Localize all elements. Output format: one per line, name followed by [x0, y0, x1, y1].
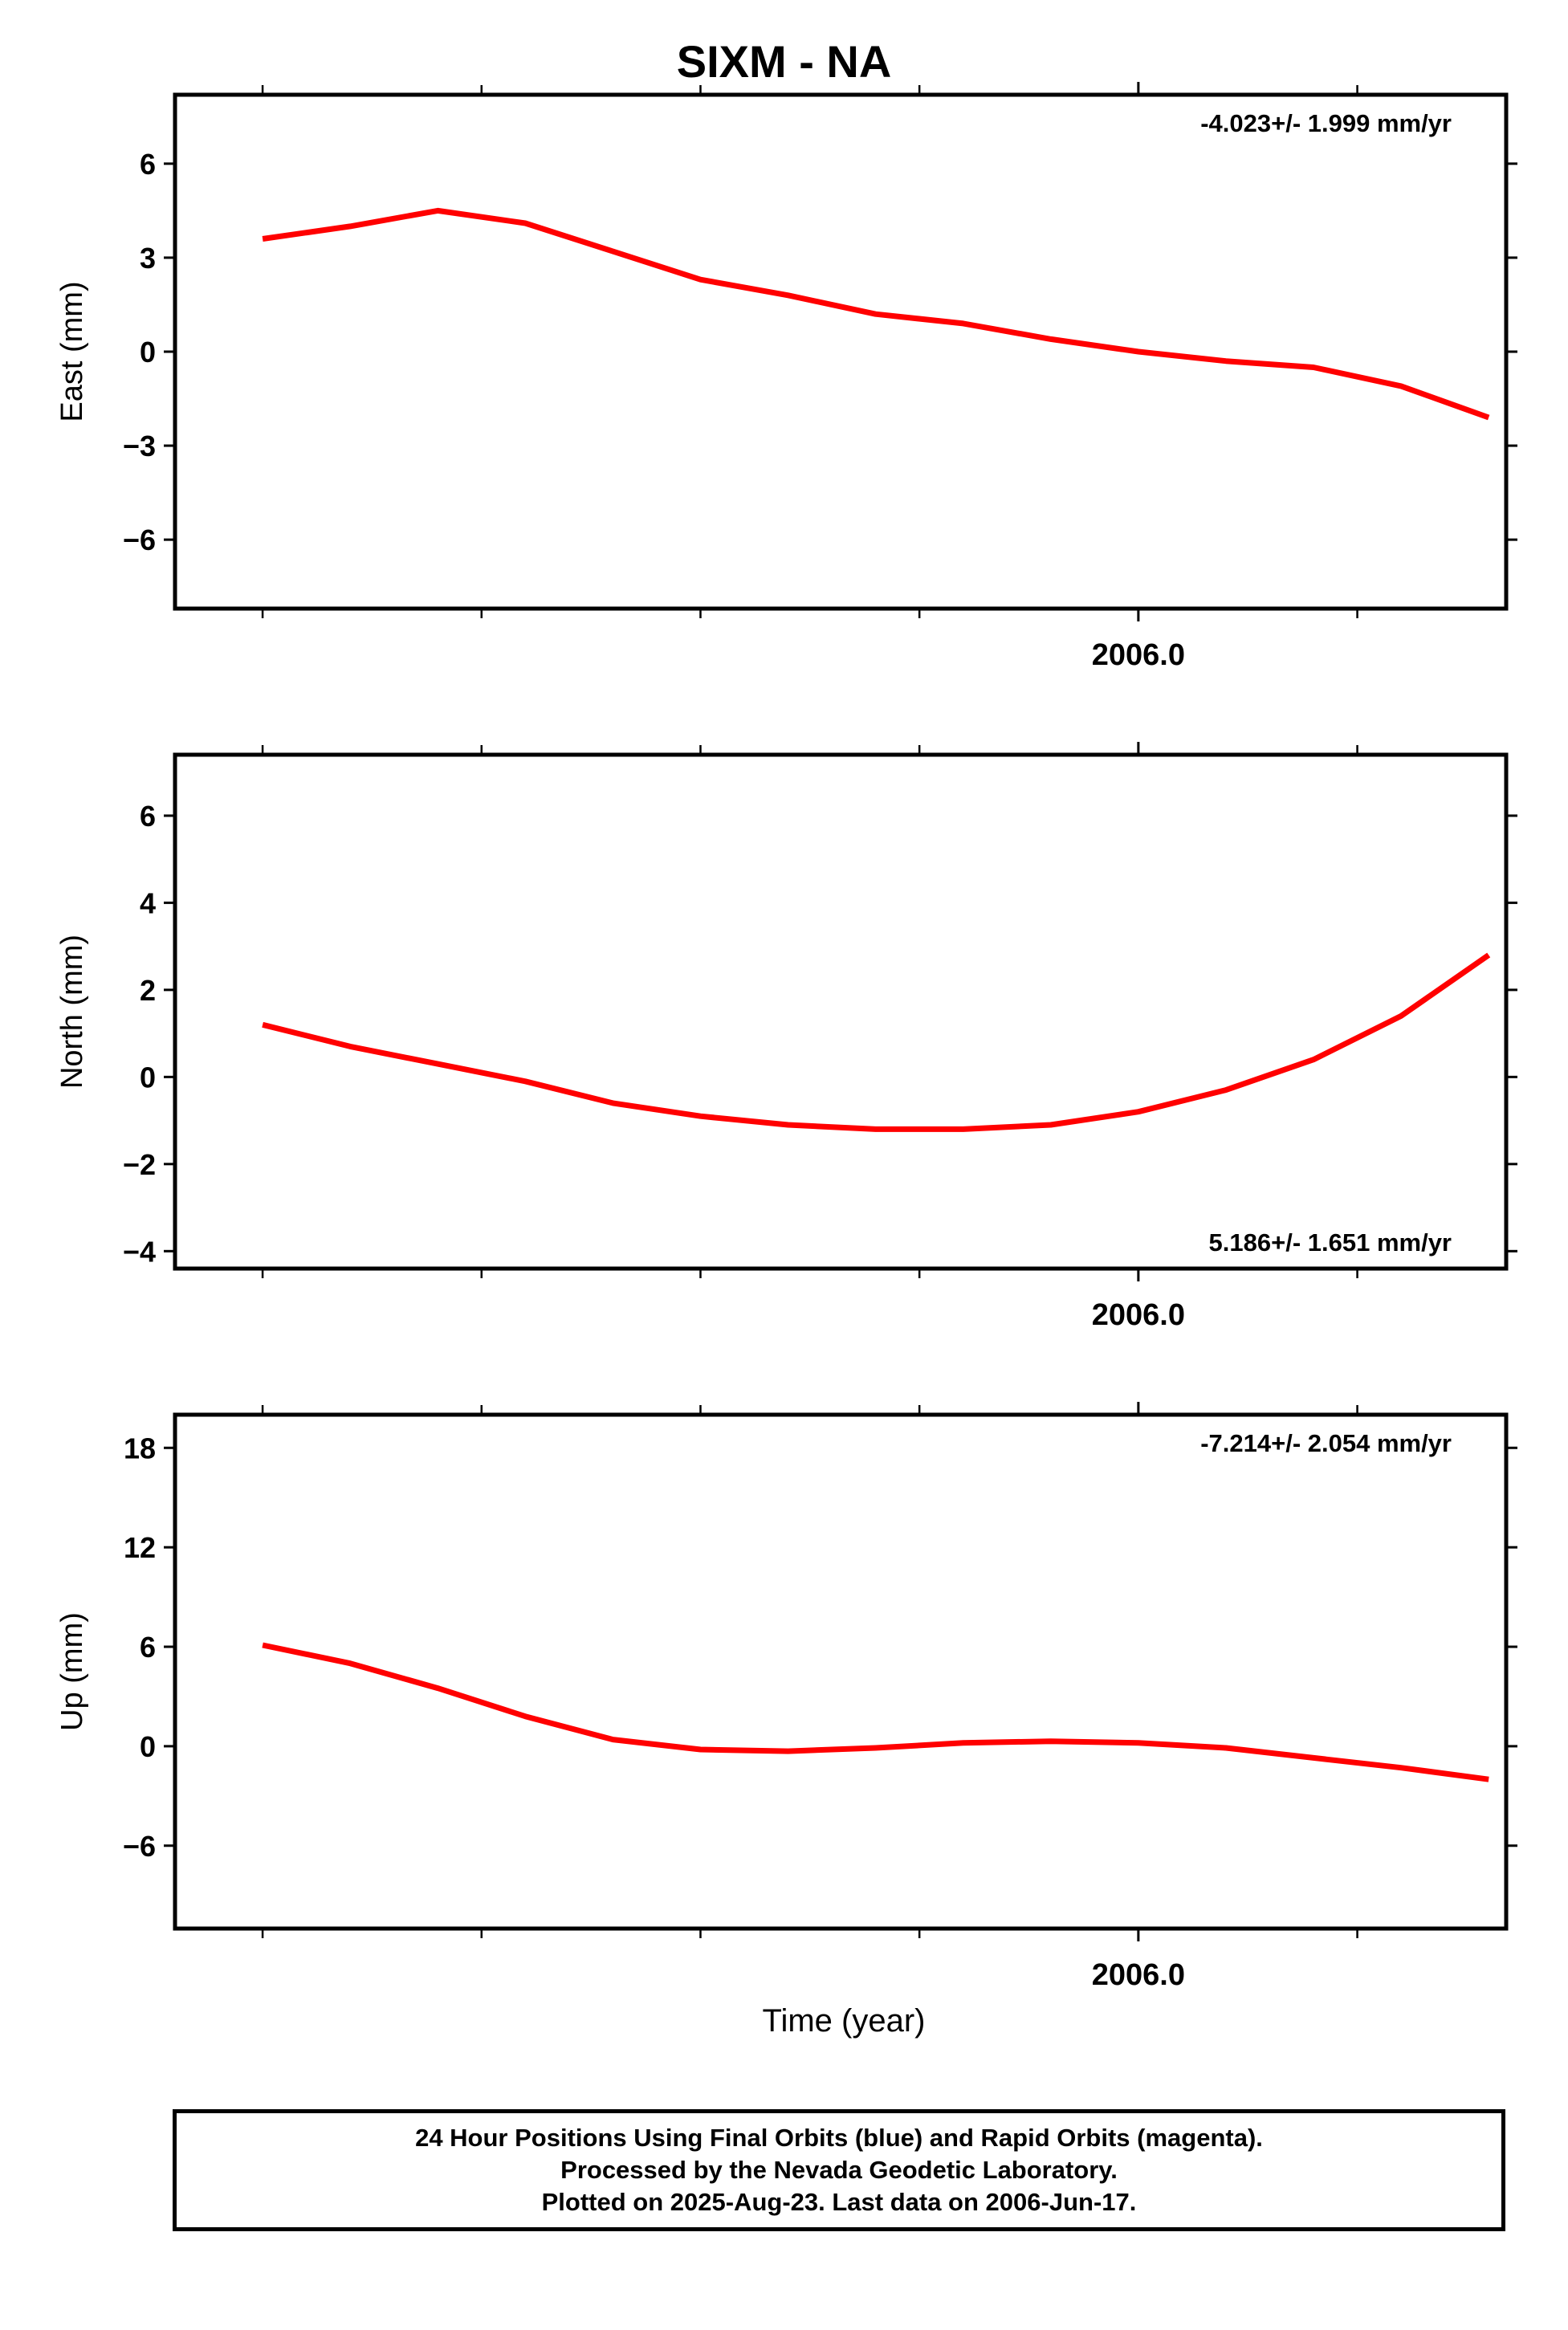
y-tick-label: 0: [140, 336, 156, 369]
y-tick-label: −6: [123, 1830, 156, 1863]
y-tick-label: 0: [140, 1730, 156, 1763]
y-tick-label: 12: [124, 1531, 156, 1564]
y-axis-label: Up (mm): [55, 1612, 89, 1731]
y-tick-label: 4: [140, 886, 156, 919]
y-tick-label: −3: [123, 430, 156, 462]
plot-frame: [173, 92, 1509, 611]
y-tick-label: 6: [140, 800, 156, 833]
x-axis-label: Time (year): [763, 2003, 926, 2039]
x-tick-label: 2006.0: [1092, 638, 1185, 672]
y-tick-label: 6: [140, 1631, 156, 1664]
plot-frame: [173, 1412, 1509, 1931]
y-tick-label: 6: [140, 148, 156, 181]
x-tick-label: 2006.0: [1092, 1958, 1185, 1992]
footer-line-3: Plotted on 2025-Aug-23. Last data on 200…: [541, 2188, 1137, 2216]
y-tick-label: 2: [140, 974, 156, 1007]
plot-frame: [173, 752, 1509, 1271]
y-tick-label: 18: [124, 1432, 156, 1464]
rate-label: -7.214+/- 2.054 mm/yr: [1200, 1429, 1452, 1457]
fit-line: [262, 207, 1490, 421]
footer-box: 24 Hour Positions Using Final Orbits (bl…: [173, 2109, 1505, 2231]
y-axis-label: North (mm): [55, 935, 89, 1089]
y-tick-label: 0: [140, 1061, 156, 1094]
fit-line: [262, 1642, 1489, 1782]
fit-line: [262, 952, 1491, 1132]
y-axis-label: East (mm): [55, 281, 89, 422]
y-tick-label: 3: [140, 242, 156, 275]
x-tick-label: 2006.0: [1092, 1298, 1185, 1332]
chart-title: SIXM - NA: [676, 36, 892, 87]
y-tick-label: −6: [123, 523, 156, 556]
y-tick-label: −4: [123, 1235, 156, 1268]
rate-label: -4.023+/- 1.999 mm/yr: [1200, 109, 1452, 137]
footer-line-2: Processed by the Nevada Geodetic Laborat…: [560, 2156, 1118, 2184]
rate-label: 5.186+/- 1.651 mm/yr: [1209, 1228, 1452, 1257]
footer-line-1: 24 Hour Positions Using Final Orbits (bl…: [415, 2124, 1263, 2152]
y-tick-label: −2: [123, 1148, 156, 1181]
